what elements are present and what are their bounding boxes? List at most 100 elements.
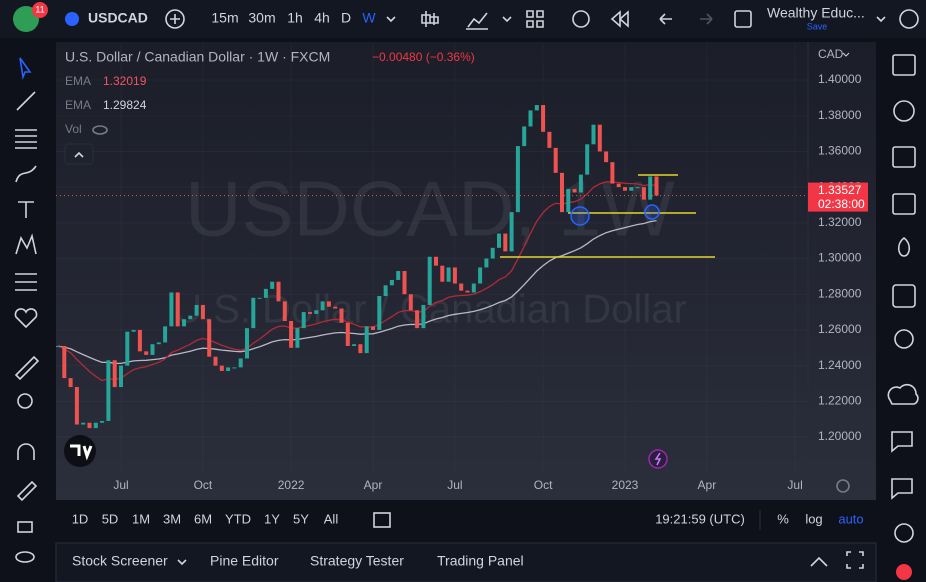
candle	[131, 329, 136, 332]
hotlists[interactable]	[897, 236, 911, 257]
panel-tab[interactable]: Strategy Tester	[310, 553, 404, 569]
range-button[interactable]: All	[324, 511, 339, 526]
candle	[528, 110, 533, 127]
candle	[308, 312, 312, 314]
data-window[interactable]	[892, 193, 916, 215]
candle	[112, 360, 117, 388]
candle	[282, 301, 287, 322]
help[interactable]	[894, 523, 914, 543]
save-button[interactable]: Save	[807, 21, 828, 31]
undo[interactable]	[659, 13, 672, 25]
volume-hidden-icon[interactable]	[92, 125, 108, 135]
range-button[interactable]: 5Y	[293, 511, 309, 526]
interval-button[interactable]: D	[341, 10, 351, 26]
candle	[213, 356, 218, 366]
candle	[188, 315, 193, 320]
currency-menu[interactable]	[842, 52, 850, 57]
interval-button[interactable]: W	[362, 10, 376, 26]
favorites-tool[interactable]	[14, 308, 38, 329]
hide-tool[interactable]	[15, 551, 35, 563]
pattern-tool[interactable]	[15, 233, 37, 255]
lock-tool[interactable]	[17, 521, 33, 533]
watermark: USDCAD, 1W	[185, 165, 675, 253]
ideas[interactable]	[894, 329, 914, 349]
candle	[257, 297, 262, 299]
interval-button[interactable]: 1h	[287, 10, 303, 26]
date-range-icon[interactable]	[373, 512, 391, 528]
symbol[interactable]: USDCAD	[88, 10, 148, 26]
bottom-panel	[55, 542, 877, 582]
axis-settings[interactable]	[836, 479, 850, 493]
replay[interactable]	[610, 10, 629, 28]
messages[interactable]	[891, 478, 913, 500]
redo	[700, 13, 713, 25]
log-toggle[interactable]: log	[805, 511, 822, 526]
maximize-panel[interactable]	[846, 551, 864, 569]
last-price-label: 1.33527	[818, 183, 862, 197]
streams[interactable]	[887, 383, 919, 405]
indicator-menu[interactable]	[502, 16, 512, 23]
range-button[interactable]: 3M	[163, 511, 181, 526]
watchlist[interactable]	[892, 54, 916, 76]
zoom-tool[interactable]	[17, 393, 33, 409]
layout-menu[interactable]	[876, 16, 886, 23]
chats[interactable]	[891, 431, 913, 453]
candle	[251, 297, 256, 329]
candle	[276, 281, 281, 302]
x-tick-label: Jul	[447, 478, 462, 492]
panel-tab[interactable]: Pine Editor	[210, 553, 279, 569]
brush-tool[interactable]	[15, 165, 37, 183]
range-button[interactable]: 6M	[194, 511, 212, 526]
magnet-tool[interactable]	[17, 443, 35, 460]
range-button[interactable]: 1M	[132, 511, 150, 526]
candle	[585, 144, 590, 175]
range-button[interactable]: 5D	[102, 511, 119, 526]
fib-tool[interactable]	[15, 129, 37, 149]
add-symbol[interactable]	[165, 9, 185, 29]
candle	[389, 279, 394, 286]
x-tick-label: Oct	[194, 478, 213, 492]
y-tick-label: 1.32000	[818, 215, 862, 229]
expand-panel[interactable]	[810, 556, 828, 567]
text-tool[interactable]	[18, 201, 34, 218]
news[interactable]	[892, 146, 916, 168]
interval-button[interactable]: 15m	[211, 10, 238, 26]
annotation-circle	[570, 206, 590, 226]
indicators[interactable]	[466, 12, 488, 30]
candle	[484, 258, 489, 268]
indicator-name: EMA	[65, 74, 91, 88]
currency-label[interactable]: CAD	[818, 47, 844, 61]
cursor-tool[interactable]	[19, 57, 32, 80]
stay-drawing-tool[interactable]	[16, 480, 38, 502]
percent-toggle[interactable]: %	[777, 511, 789, 526]
templates[interactable]	[526, 10, 544, 28]
tab-menu[interactable]	[177, 559, 187, 566]
range-button[interactable]: 1D	[72, 511, 89, 526]
layout-icon[interactable]	[734, 10, 752, 28]
badge	[32, 2, 48, 18]
candle	[597, 124, 602, 152]
measure-tool[interactable]	[14, 355, 40, 381]
range-button[interactable]: YTD	[225, 511, 251, 526]
layout-name[interactable]: Wealthy Educ...	[767, 5, 865, 21]
candle	[503, 233, 508, 252]
alert[interactable]	[572, 10, 590, 28]
search[interactable]	[899, 9, 919, 29]
prediction-tool[interactable]	[15, 273, 37, 291]
calendar[interactable]	[892, 284, 916, 308]
panel-tab[interactable]: Stock Screener	[72, 553, 168, 569]
notifications[interactable]	[896, 564, 912, 580]
interval-menu[interactable]	[386, 16, 396, 23]
chart-type[interactable]	[421, 11, 439, 27]
range-button[interactable]: 1Y	[264, 511, 280, 526]
auto-toggle[interactable]: auto	[838, 511, 863, 526]
trend-line-tool[interactable]	[16, 91, 36, 111]
candle	[314, 310, 319, 314]
interval-button[interactable]: 4h	[314, 10, 330, 26]
panel-tab[interactable]: Trading Panel	[437, 553, 524, 569]
interval-button[interactable]: 30m	[248, 10, 275, 26]
candle	[610, 162, 615, 184]
indicator-value: 1.32019	[103, 74, 147, 88]
alerts[interactable]	[893, 100, 915, 122]
